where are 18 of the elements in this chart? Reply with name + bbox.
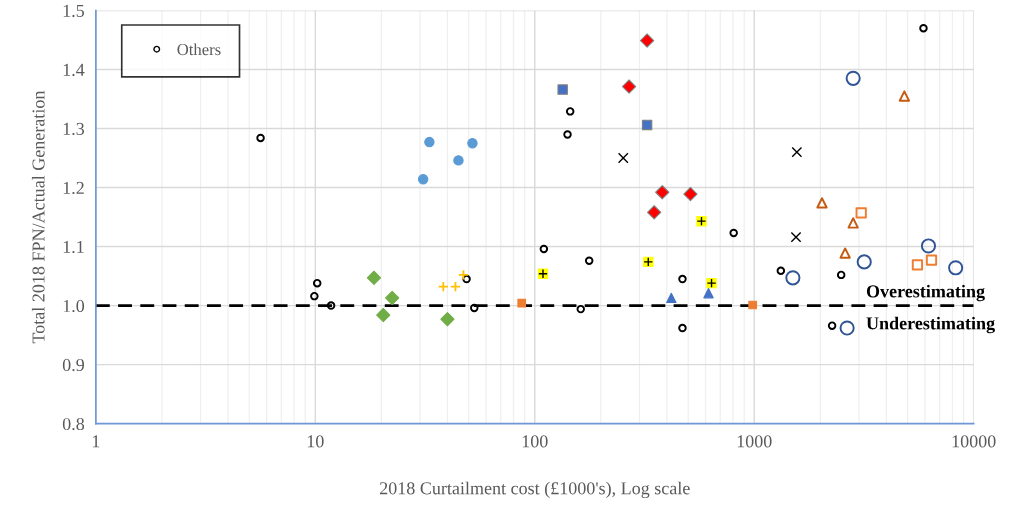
y-tick-label: 1.5 xyxy=(63,4,85,17)
x-tick-label: 10000 xyxy=(952,435,996,448)
y-tick-label: 1.1 xyxy=(63,240,84,254)
y-tick-label: 1.0 xyxy=(63,299,85,313)
annotation: Overestimating xyxy=(866,284,985,302)
y-tick-label: 1.2 xyxy=(63,181,84,195)
legend-label: Others xyxy=(177,43,221,56)
x-tick-label: 1000 xyxy=(737,435,772,448)
x-tick-label: 1 xyxy=(92,435,100,448)
y-axis-title: Total 2018 FPN/Actual Generation xyxy=(31,90,45,344)
y-tick-label: 1.3 xyxy=(63,122,85,136)
y-tick-label: 1.4 xyxy=(63,63,85,77)
x-tick-label: 10 xyxy=(307,435,324,448)
y-tick-label: 0.9 xyxy=(62,358,84,372)
annotation: Underestimating xyxy=(866,316,995,334)
x-tick-label: 100 xyxy=(522,435,548,448)
y-tick-label: 0.8 xyxy=(62,417,85,431)
x-axis-title: 2018 Curtailment cost (£1000's), Log scale xyxy=(379,481,690,499)
